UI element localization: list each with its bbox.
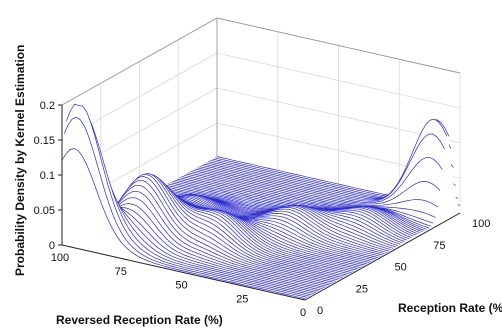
surface-slice-line: [179, 177, 423, 232]
z-tick-label: 0.15: [34, 135, 55, 147]
z-tick-label: 0.05: [34, 205, 55, 217]
reception-tick-label: 0: [317, 305, 323, 317]
reception-axis-line: [304, 212, 461, 301]
surface-slice-line: [183, 174, 427, 230]
z-tick-label: 0.2: [40, 100, 55, 112]
surface-slice-line: [68, 109, 312, 296]
frame-edge: [216, 17, 461, 74]
surface-slice-line: [81, 197, 325, 288]
surface-slice-line: [84, 190, 328, 287]
reversed-tick-label: 25: [236, 293, 248, 305]
reception-tick-label: 75: [433, 240, 445, 252]
frame-edge: [61, 17, 218, 106]
surface-slice-line: [197, 167, 441, 205]
surface-slice-line: [185, 173, 430, 229]
surface-slice-line: [79, 203, 323, 290]
surface-slice-line: [203, 118, 448, 201]
reception-tick-label: 25: [356, 283, 368, 295]
surface-slice-line: [188, 172, 432, 227]
surface-slice-line: [61, 148, 306, 299]
surface-slice-line: [66, 103, 310, 297]
surface-layer: [61, 103, 461, 300]
reception-tick-label: 100: [472, 218, 490, 230]
x-axis-label: Reception Rate (%): [398, 301, 502, 315]
surface-slice-line: [86, 184, 330, 286]
reversed-tick-label: 50: [175, 280, 187, 292]
reception-tick-label: 50: [395, 262, 407, 274]
surface-slice-line: [192, 169, 436, 218]
surface-slice-line: [199, 157, 443, 203]
surface-slice-line: [90, 176, 334, 283]
reversed-tick-label: 100: [51, 252, 69, 264]
z-tick-label: 0.1: [40, 170, 55, 182]
reversed-tick-label: 75: [115, 266, 127, 278]
z-tick-label: 0: [49, 240, 55, 252]
surface-slice-line: [88, 179, 332, 285]
z-axis-label: Probability Density by Kernel Estimation: [13, 45, 27, 276]
surface-slice-line: [190, 171, 434, 224]
reversed-tick-label: 0: [300, 307, 306, 319]
surface-slice-line: [194, 168, 439, 208]
y-axis-label: Reversed Reception Rate (%): [56, 313, 223, 327]
reversed-axis-line: [61, 244, 306, 301]
surface-slice-line: [201, 133, 445, 202]
surface-slice-line: [181, 176, 425, 231]
surface-slice-line: [63, 116, 308, 298]
